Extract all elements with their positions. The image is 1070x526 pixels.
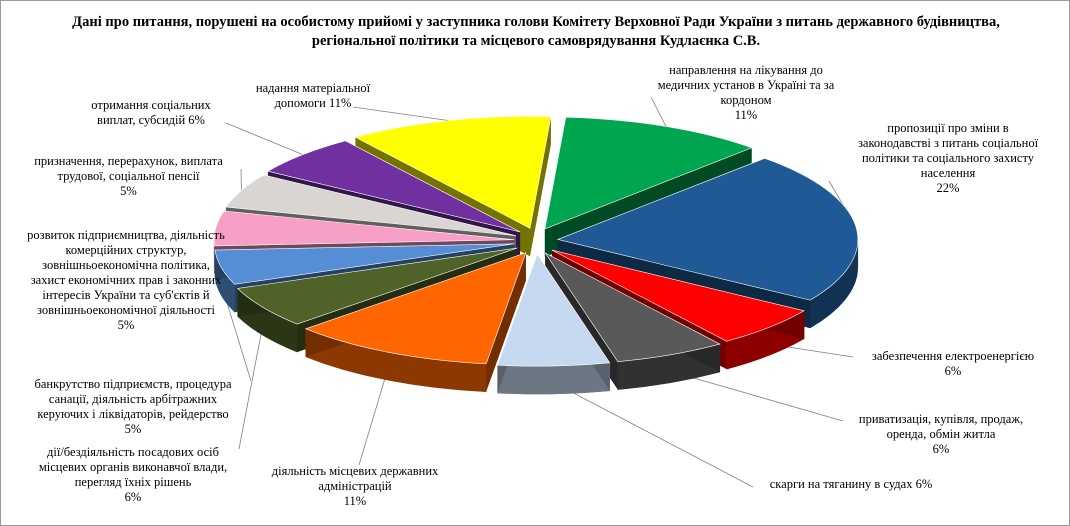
label-medical-treatment: направлення на лікування до медичних уст… — [657, 63, 835, 122]
pie-slice-11 — [354, 116, 552, 229]
label-material-aid: надання матеріальної допомоги 11% — [255, 81, 371, 110]
label-entrepreneurship: розвиток підприємництва, діяльність коме… — [27, 228, 225, 332]
label-electricity: забезпечення електроенергією 6% — [871, 349, 1035, 378]
pie-slice-0 — [544, 116, 753, 230]
label-housing: приватизація, купівля, продаж, оренда, о… — [858, 412, 1024, 456]
pie-slice-5 — [304, 252, 527, 365]
label-officials-actions: дії/бездіяльність посадових осіб місцеви… — [38, 445, 228, 504]
leader-line-4 — [553, 382, 754, 488]
chart-title: Дані про питання, порушені на особистому… — [72, 14, 1000, 49]
slice-wall — [497, 362, 611, 395]
label-court-delays: скарги на тяганину в судах 6% — [769, 477, 933, 491]
leader-line-5 — [358, 368, 389, 466]
label-legislation-proposals: пропозиції про зміни в законодавстві з п… — [857, 121, 1039, 195]
leader-line-10 — [225, 122, 303, 156]
leader-line-0 — [650, 96, 667, 127]
slice-cut-wall — [530, 116, 551, 257]
slice-cut-wall — [486, 252, 526, 392]
pie-slice-10 — [267, 140, 521, 233]
label-bankruptcy: банкрутство підприємств, процедура санац… — [34, 377, 232, 436]
leader-line-6 — [238, 324, 264, 450]
pie-slice-9 — [225, 174, 516, 236]
slice-tops — [213, 116, 859, 367]
pie-slice-4 — [497, 253, 611, 367]
leader-line-11 — [352, 106, 449, 121]
leader-line-3 — [670, 371, 844, 422]
label-local-administrations: діяльність місцевих державних адміністра… — [271, 464, 439, 508]
label-social-payments: отримання соціальних виплат, субсидій 6% — [91, 98, 211, 127]
pie-slice-3 — [544, 252, 721, 362]
pie-slice-6 — [236, 247, 518, 325]
pie-slice-7 — [214, 243, 515, 285]
pie-slice-1 — [556, 158, 859, 301]
pie-slice-8 — [213, 210, 515, 247]
pie-slice-2 — [551, 249, 805, 342]
label-pension: призначення, перерахунок, виплата трудов… — [34, 154, 223, 198]
